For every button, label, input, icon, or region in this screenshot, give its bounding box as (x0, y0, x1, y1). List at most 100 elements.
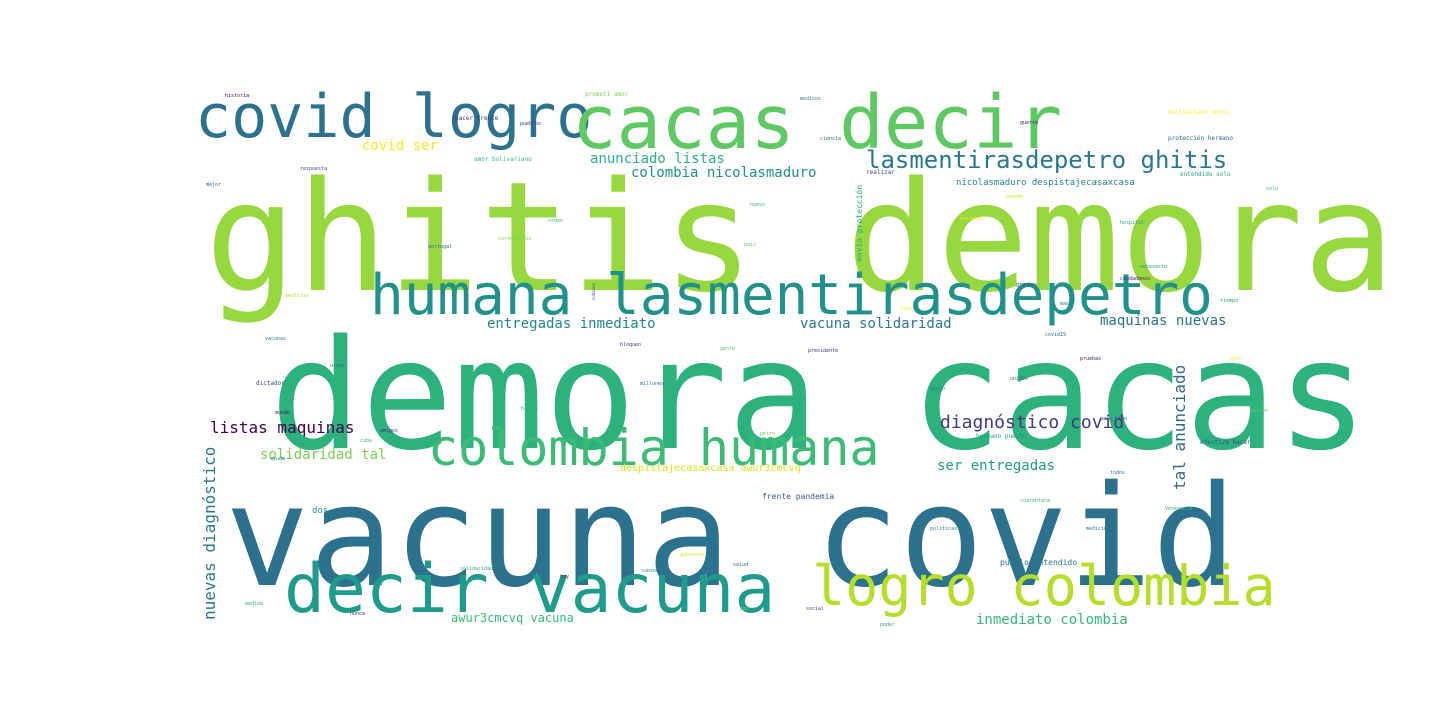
word-cloud-word: nicolasmaduro despistajecasaxcasa (956, 178, 1135, 188)
word-cloud-word: ciencia (820, 136, 841, 142)
word-cloud-word: envío protección (854, 185, 864, 262)
word-cloud-word: vacuna solidaridad (800, 316, 952, 332)
word-cloud-word: solidaridad (460, 566, 493, 572)
word-cloud-word: solo (1266, 186, 1278, 192)
word-cloud-word: mundo (275, 410, 290, 416)
word-cloud-word: paz (740, 606, 749, 612)
word-cloud-word: vida (900, 306, 912, 312)
word-cloud-word: decir vacuna (284, 550, 775, 629)
word-cloud-word: cuarentena (1020, 498, 1050, 504)
word-cloud-word: medicina (1086, 526, 1110, 532)
word-cloud-word: unidos (1010, 376, 1028, 382)
word-cloud-word: orden (548, 218, 563, 224)
word-cloud-word: nuevo (750, 202, 765, 208)
word-cloud-word: ser entregadas (937, 458, 1055, 474)
word-cloud-word: nuevas diagnóstico (200, 447, 219, 620)
word-cloud-word: pais (744, 242, 756, 248)
word-cloud-word: efectiva hacer (1200, 439, 1251, 446)
word-cloud-word: amigos (380, 428, 398, 434)
word-cloud-word: maquinas nuevas (1100, 313, 1226, 329)
word-cloud-word: nunca (350, 611, 365, 617)
word-cloud-word: colombia nicolasmaduro (631, 165, 816, 181)
word-cloud-word: dictador (256, 380, 285, 387)
word-cloud-word: covid19 (1045, 332, 1066, 338)
word-cloud-word: pais_bien (1100, 416, 1127, 422)
word-cloud-word: cuba (360, 438, 372, 444)
word-cloud-word: apoyo (930, 386, 945, 392)
word-cloud-word: petro (760, 431, 775, 437)
word-cloud-word: hacer frente (455, 115, 499, 122)
word-cloud-word: frente pandemia (762, 492, 834, 501)
word-cloud-word: cacas decir (572, 80, 1062, 166)
word-cloud-word: casos (642, 568, 657, 574)
word-cloud-word: entregar (960, 216, 984, 222)
word-cloud-word: tal anunciado (1170, 365, 1189, 490)
word-cloud-word: despistajecasaxcasa awur3cmcvq (620, 463, 801, 474)
word-cloud-word: poder (880, 622, 895, 628)
word-cloud-word: medicos (800, 96, 821, 102)
word-cloud-word: todos (1110, 470, 1125, 476)
word-cloud-word: tiempo (1220, 298, 1238, 304)
word-cloud-word: protección hermano (1168, 135, 1233, 142)
word-cloud-word: bien (1230, 356, 1242, 362)
word-cloud-word: dos (312, 506, 328, 516)
word-cloud-word: diagnóstico covid (940, 412, 1124, 433)
word-cloud-word: pruebas (1080, 356, 1101, 362)
word-cloud-word: bloqueo (620, 342, 641, 348)
word-cloud-word: mas (1060, 301, 1069, 307)
word-cloud-word: covid ser (362, 138, 438, 154)
word-cloud-word: lasmentirasdepetro ghitis (866, 146, 1227, 174)
word-cloud-word: presidente (808, 348, 838, 354)
word-cloud-word: inmediato colombia (976, 612, 1128, 628)
word-cloud-word: portugal (428, 244, 452, 250)
word-cloud-word: colombia humana (428, 419, 880, 477)
word-cloud-word: gracias (1016, 282, 1037, 288)
word-cloud-word: millones (640, 381, 664, 387)
word-cloud-word: vez (700, 516, 709, 522)
word-cloud-word: amor bolivariano (474, 156, 532, 163)
word-cloud-word: logro colombia (812, 554, 1276, 618)
word-cloud-word: senado (1005, 194, 1023, 200)
word-cloud-word: ayuda (270, 456, 285, 462)
word-cloud-word: entregadas inmediato (487, 316, 656, 332)
word-cloud-word: hospital (1120, 220, 1144, 226)
word-cloud-word: bolivariano envío (1168, 109, 1230, 116)
word-cloud-word: prometí amor (585, 91, 629, 98)
word-cloud-word: Venezuela (1165, 506, 1192, 512)
word-cloud-word: ghitis demora (205, 149, 1395, 326)
word-cloud-word: coronavirus (498, 236, 531, 242)
word-cloud-word: cubanos (591, 283, 596, 300)
word-cloud-word: awur3cmcvq vacuna (451, 611, 574, 625)
word-cloud-word: gente (720, 346, 735, 352)
word-cloud-word: futuro (520, 406, 538, 412)
word-cloud-word: covid logro (195, 82, 592, 152)
word-cloud-word: entendido solo (1180, 171, 1231, 178)
word-cloud-word: mejor (206, 182, 221, 188)
word-cloud-word: hermano pueblo (976, 433, 1027, 440)
word-cloud-word: guerra (1020, 120, 1038, 126)
word-cloud-word: pueblos (520, 121, 541, 127)
word-cloud-word: politicas (930, 526, 957, 532)
word-cloud-word: vacuna covid (225, 456, 1236, 619)
word-cloud-word: hoy (560, 574, 569, 580)
word-cloud-word: solidaridad tal (260, 447, 386, 463)
word-cloud-word: respuesta (300, 166, 327, 172)
word-cloud-word: humana lasmentirasdepetro (370, 263, 1213, 328)
word-cloud-word: anunciado listas (590, 151, 725, 167)
word-cloud-word: listas maquinas (210, 418, 355, 437)
word-cloud-word: demora cacas (270, 307, 1368, 484)
word-cloud-word: nacion (1250, 408, 1268, 414)
word-cloud-word: uribe (330, 363, 345, 369)
word-cloud-word: medida (245, 601, 263, 607)
word-cloud-word: realizar (866, 169, 895, 176)
word-cloud-word: historia (225, 93, 249, 99)
word-cloud-word: ciudadanos (1120, 276, 1150, 282)
word-cloud-word: vacunas (265, 336, 286, 342)
word-cloud-word: necesario (1140, 264, 1167, 270)
word-cloud-word: social (806, 606, 824, 612)
word-cloud-word: salud (733, 562, 748, 568)
word-cloud-word: mentiras (285, 293, 309, 299)
word-cloud-word: pueblo entendido (1000, 558, 1077, 567)
word-cloud-word: gobierno (680, 552, 704, 558)
